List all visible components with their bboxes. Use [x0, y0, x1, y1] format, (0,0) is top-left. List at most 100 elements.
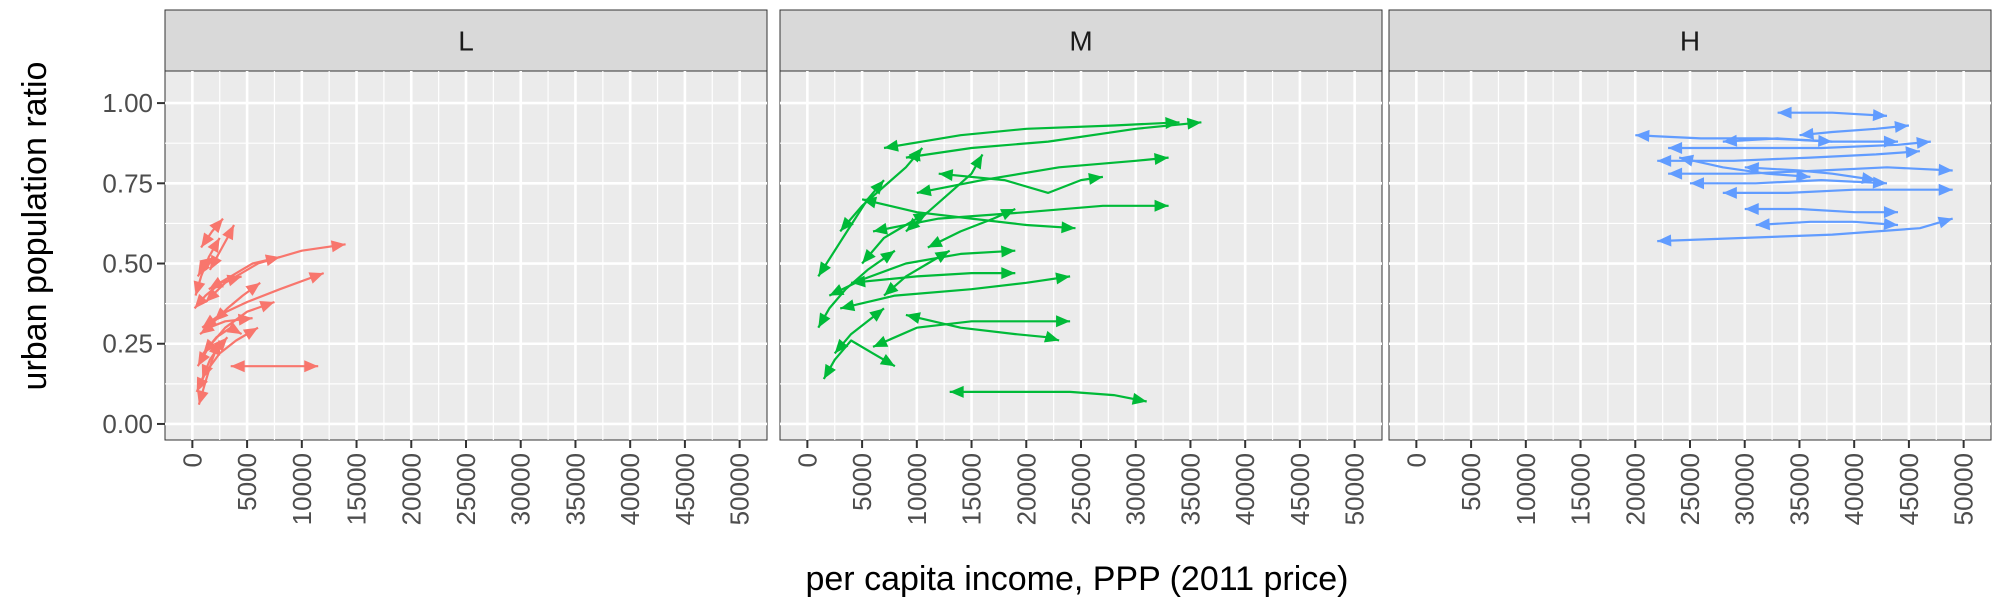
arrow-head-end: [1043, 330, 1060, 343]
arrow-head-end: [1061, 221, 1076, 234]
y-tick-label: 0.75: [102, 168, 153, 198]
x-tick-label: 45000: [670, 453, 700, 525]
x-tick-label: 20000: [396, 453, 426, 525]
x-tick-label: 35000: [1784, 453, 1814, 525]
series-line: [1799, 124, 1910, 137]
x-tick-label: 0: [177, 453, 207, 467]
arrow-head-start: [949, 385, 964, 398]
arrow-head-start: [1755, 218, 1770, 231]
arrow-head-end: [1937, 216, 1953, 229]
series-line: [1777, 111, 1888, 117]
series-line: [1668, 140, 1931, 150]
series-line: [861, 198, 1076, 230]
arrow-head-end: [1795, 169, 1811, 182]
arrow-head-end: [1154, 199, 1169, 212]
arrow-head-end: [1905, 146, 1920, 159]
arrow-head-end: [1165, 117, 1180, 130]
series-line: [1755, 220, 1899, 227]
y-tick-label: 0.50: [102, 249, 153, 279]
arrow-head-end: [242, 327, 259, 340]
arrow-head-start: [834, 338, 849, 354]
x-tick-label: 0: [792, 453, 822, 467]
x-tick-label: 25000: [1066, 453, 1096, 525]
arrow-head-start: [862, 248, 876, 264]
arrow-head-end: [1131, 392, 1147, 405]
x-tick-label: 35000: [1175, 453, 1205, 525]
arrow-head-start: [883, 139, 899, 152]
arrow-head-start: [1777, 106, 1792, 119]
arrow-head-end: [226, 321, 242, 335]
series-line: [1635, 134, 1833, 143]
arrow-head-start: [905, 312, 921, 324]
arrow-head-end: [1916, 136, 1931, 149]
facet-panel-h: H 0 5000 10000 15000 20000 25000 30000 35000 4000…: [1388, 9, 1992, 525]
arrow-head-end: [934, 250, 950, 263]
arrow-head-start: [201, 232, 214, 248]
series-line: [1722, 188, 1953, 194]
arrow-head-end: [1154, 153, 1169, 165]
arrow-head-start: [862, 196, 878, 209]
arrow-head-start: [193, 280, 206, 296]
arrow-head-end: [1818, 134, 1833, 147]
arrow-head-end: [209, 218, 224, 234]
x-tick-label: 15000: [342, 453, 372, 525]
x-tick-label: 35000: [560, 453, 590, 525]
series-group: [1635, 106, 1954, 247]
arrow-head-end: [264, 254, 280, 267]
series-group: [817, 117, 1202, 405]
arrow-head-end: [1186, 117, 1202, 130]
series-line: [1690, 179, 1888, 185]
x-tick-label: 5000: [232, 453, 262, 511]
series-line: [839, 275, 1071, 310]
facet-strip-label: H: [1680, 26, 1700, 57]
arrow-head-end: [1938, 183, 1953, 196]
series-line: [850, 272, 1016, 284]
arrow-head-start: [905, 217, 921, 232]
series-line: [201, 272, 325, 329]
arrow-head-end: [245, 282, 261, 296]
arrow-head-start: [840, 216, 854, 232]
facet-panel-l: L 0 5000 10000 15000 20000 25000 30000 35000 4000…: [164, 9, 768, 525]
arrow-head-start: [1690, 177, 1704, 190]
series-line: [839, 147, 924, 233]
facet-strip-label: M: [1069, 26, 1092, 57]
x-tick-label: 40000: [615, 453, 645, 525]
arrow-head-start: [200, 320, 215, 335]
arrow-head-end: [869, 308, 884, 322]
arrow-head-end: [1055, 272, 1071, 285]
arrow-head-end: [330, 240, 346, 253]
arrow-head-end: [1056, 315, 1071, 328]
x-tick-label: 15000: [1566, 453, 1596, 525]
series-line: [1657, 150, 1920, 162]
x-tick-label: 40000: [1839, 453, 1869, 525]
facet-strip: [164, 9, 768, 72]
series-line: [1657, 217, 1954, 243]
x-tick-label: 0: [1401, 453, 1431, 467]
x-tick-label: 5000: [1456, 453, 1486, 511]
x-tick-label: 50000: [1340, 453, 1370, 525]
series-line: [204, 243, 346, 303]
arrow-head-start: [208, 276, 224, 290]
arrow-head-start: [840, 299, 856, 312]
series-line: [822, 339, 896, 380]
arrow-head-end: [213, 337, 228, 352]
arrow-head-end: [222, 225, 234, 241]
series-line: [817, 249, 896, 329]
arrow-head-start: [230, 360, 245, 373]
arrow-head-end: [1894, 120, 1909, 133]
x-tick-label: 25000: [1675, 453, 1705, 525]
arrow-head-end: [1088, 172, 1103, 185]
x-tick-label: 10000: [1511, 453, 1541, 525]
x-tick-label: 5000: [847, 453, 877, 511]
arrow-head-start: [197, 261, 211, 277]
arrow-head-start: [203, 338, 217, 354]
arrow-head-start: [1744, 202, 1759, 215]
x-tick-label: 20000: [1011, 453, 1041, 525]
x-tick-label: 30000: [1121, 453, 1151, 525]
arrow-head-start: [823, 363, 836, 380]
arrow-head-start: [829, 284, 845, 296]
arrow-head-start: [916, 184, 932, 197]
series-line: [883, 121, 1180, 150]
facet-panel-m: M 0 5000 10000 15000 20000 25000 30000 35000 4000…: [779, 9, 1383, 525]
